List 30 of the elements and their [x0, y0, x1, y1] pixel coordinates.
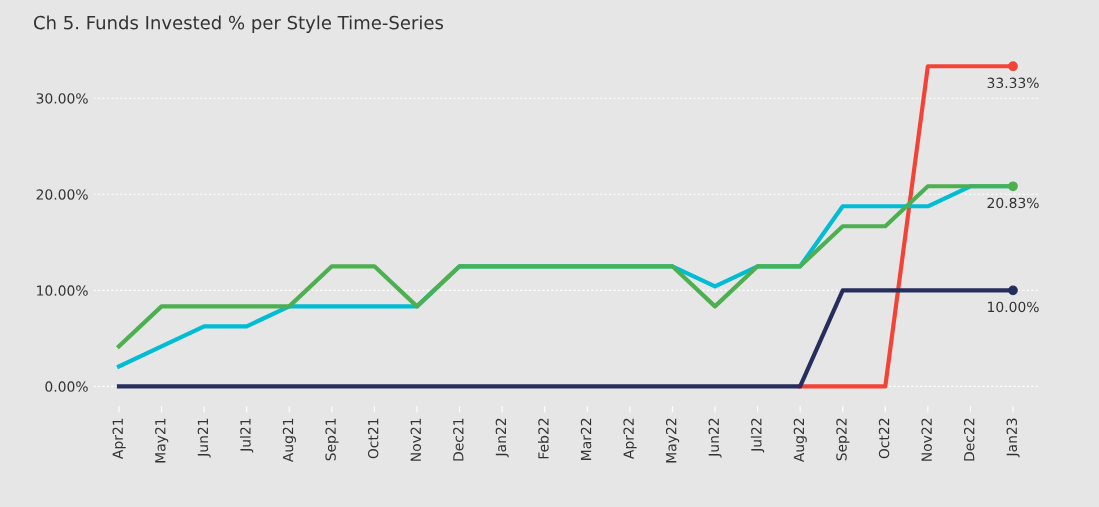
x-tick-label: Feb22: [537, 418, 549, 459]
x-tick-label: Aug21: [282, 418, 296, 463]
x-tick-label: Jun21: [197, 418, 211, 458]
y-tick-label: 20.00%: [36, 189, 88, 200]
data-label: 33.33%: [987, 77, 1039, 89]
x-tick-label: Dec21: [453, 418, 464, 461]
y-tick-label: 30.00%: [36, 93, 88, 104]
x-tick-label: Oct22: [878, 418, 890, 459]
x-tick-label: Oct21: [367, 418, 379, 459]
x-tick-label: Nov22: [921, 418, 932, 461]
y-tick-label: 0.00%: [45, 381, 88, 392]
data-label: 10.00%: [988, 301, 1039, 313]
x-tick-label: May22: [665, 418, 680, 463]
x-tick-label: Apr21: [112, 418, 126, 459]
x-tick-label: Jun22: [708, 418, 722, 458]
x-tick-label: Jan23: [1006, 418, 1020, 458]
x-tick-label: Apr22: [623, 418, 637, 459]
x-tick-label: Jul21: [239, 418, 254, 453]
x-tick-label: Mar22: [580, 418, 592, 460]
x-tick-label: Jan22: [495, 418, 509, 458]
x-tick-label: Dec22: [963, 418, 975, 461]
y-tick-label: 10.00%: [37, 285, 88, 296]
x-tick-label: May21: [155, 418, 169, 463]
x-tick-label: Sep22: [836, 418, 850, 461]
x-tick-label: Aug22: [793, 418, 807, 463]
chart-title: Ch 5. Funds Invested % per Style Time-Series: [33, 15, 444, 33]
x-tick-label: Nov21: [410, 418, 422, 461]
x-tick-label: Jul22: [750, 418, 765, 453]
data-label: 20.83%: [987, 197, 1039, 209]
x-tick-label: Sep21: [325, 418, 339, 461]
